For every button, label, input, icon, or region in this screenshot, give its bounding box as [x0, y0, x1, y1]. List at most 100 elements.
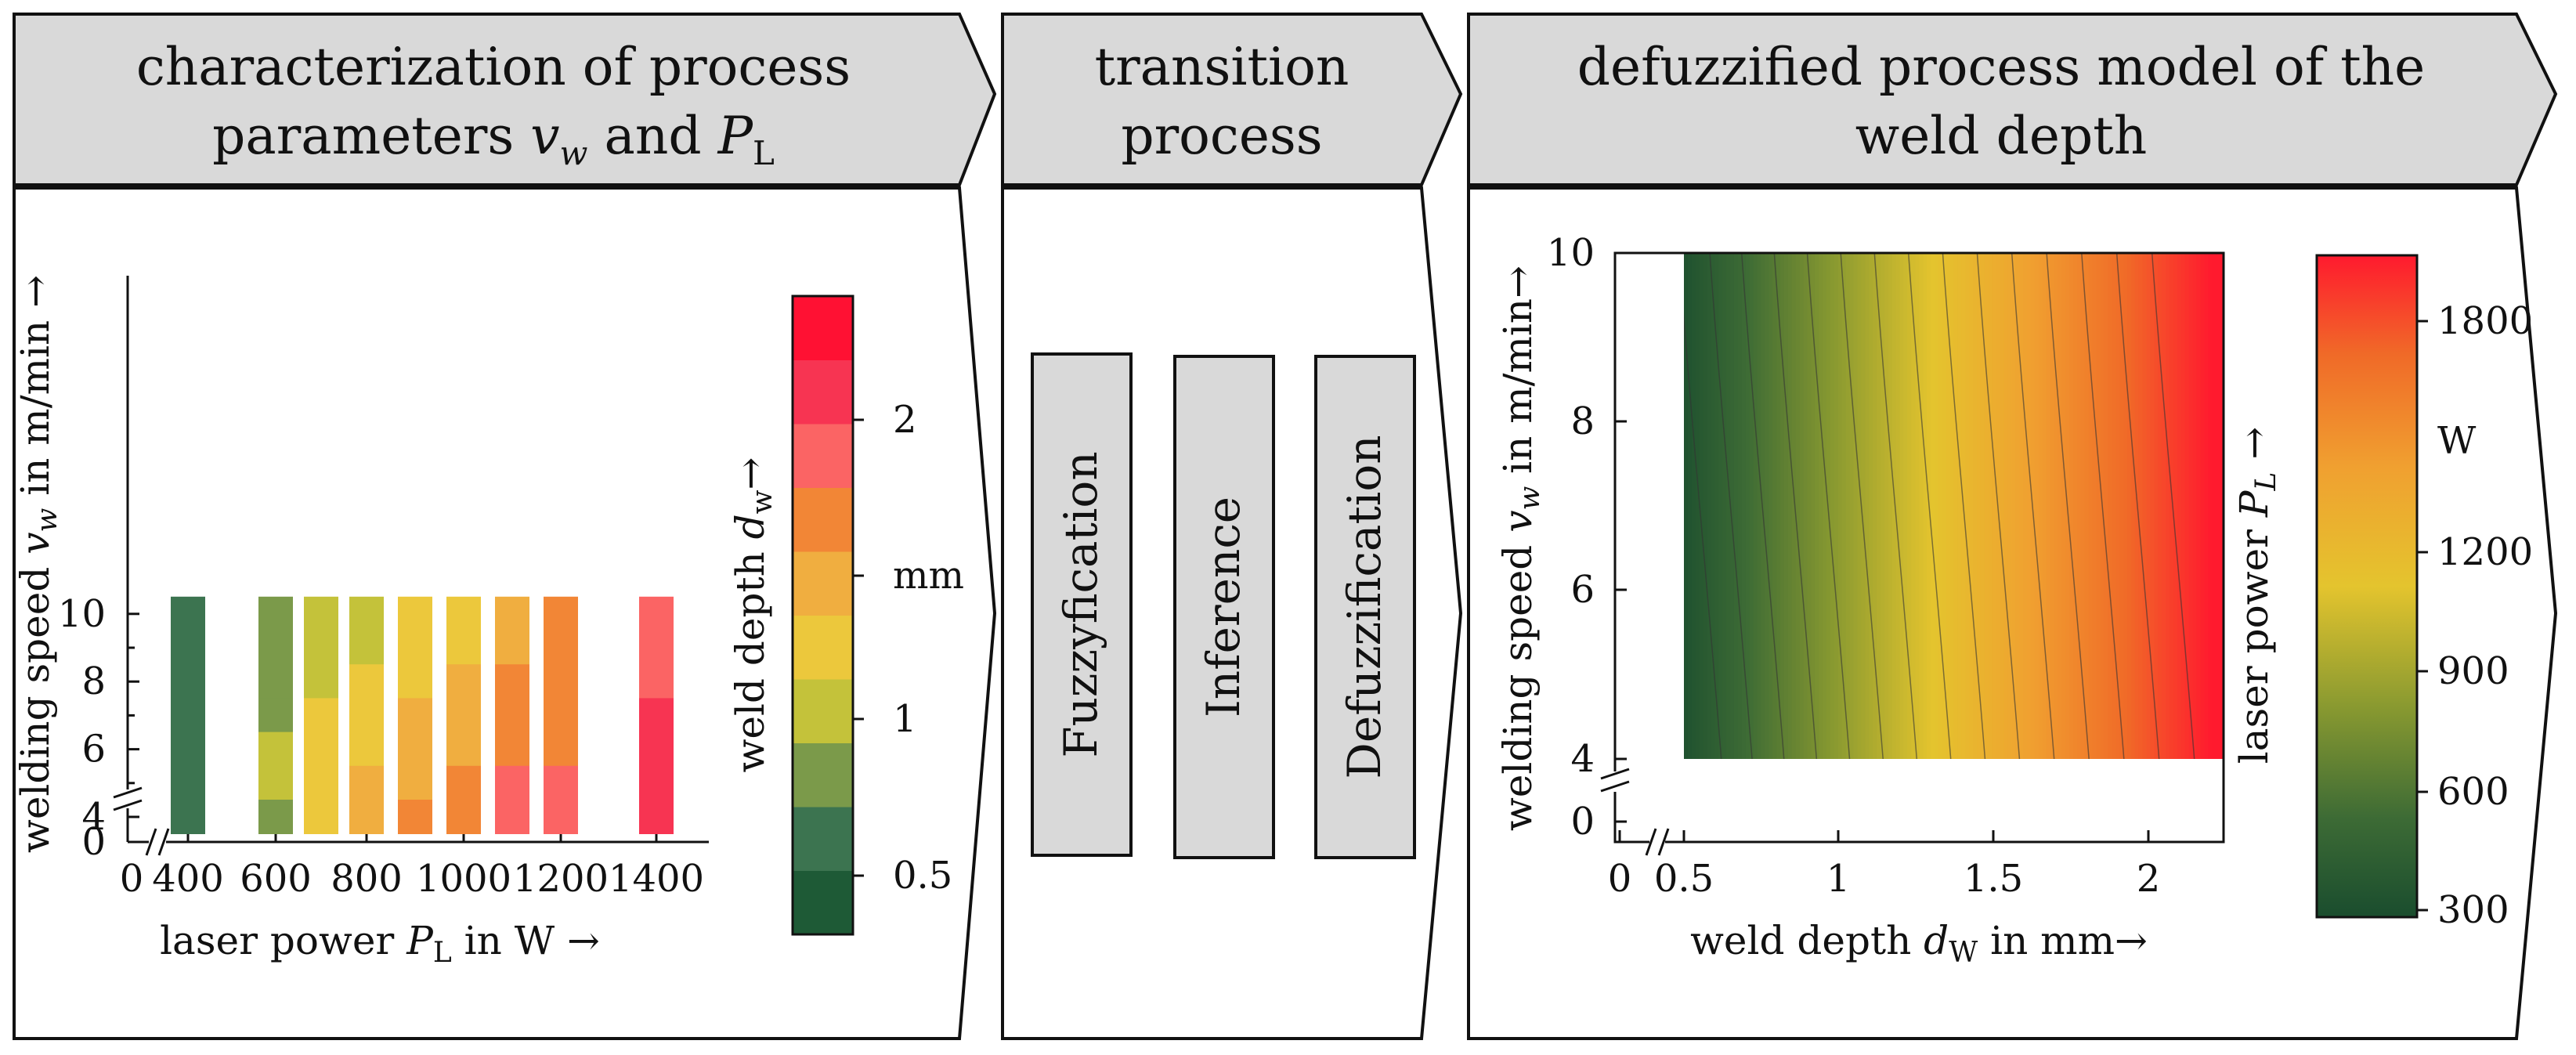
heatmap-band [2076, 253, 2082, 759]
heatmap-band [1915, 253, 1920, 759]
scatter-x-tick-label: 400 [152, 857, 224, 901]
heatmap-band [2019, 253, 2025, 759]
scatter-point [304, 664, 338, 699]
scatter-x-ticks: 0 400 600 800 1000 1200 1400 [120, 830, 704, 901]
heatmap-band [1811, 253, 1816, 759]
heatmap-band [1996, 253, 2001, 759]
heatmap-band [1899, 253, 1905, 759]
heatmap-band [2212, 253, 2217, 759]
heatmap-band [1695, 253, 1700, 759]
heatmap-band [2073, 253, 2078, 759]
laser-power-colorbar-fill [2315, 254, 2419, 919]
heatmap-band [1791, 253, 1797, 759]
colorbar-swatch [793, 870, 853, 935]
scatter-point [304, 765, 338, 800]
heatmap-band [1895, 253, 1901, 759]
scatter-point [398, 765, 432, 800]
scatter-point [349, 630, 384, 665]
heatmap-plot: 0 4 6 8 10 0 0.5 1 1.5 2 [1547, 231, 2225, 901]
heatmap-band [2142, 253, 2148, 759]
heatmap-band [1803, 253, 1808, 759]
heatmap-band [1807, 253, 1812, 759]
heatmap-band [1837, 253, 1843, 759]
heatmap-band [1741, 253, 1747, 759]
scatter-y-ticks: 04 6 8 10 [58, 592, 139, 864]
scatter-x-tick-label: 1400 [609, 857, 704, 901]
scatter-point [258, 800, 293, 834]
heatmap-x-tick-label: 1 [1826, 857, 1851, 901]
scatter-point [398, 596, 432, 631]
heatmap-contour [1840, 253, 1884, 759]
scatter-point [349, 664, 384, 699]
heatmap-band [1930, 253, 1935, 759]
heatmap-contours [1684, 253, 2195, 759]
defuzzification-label: Defuzzification [1338, 435, 1391, 779]
heatmap-band [2112, 253, 2117, 759]
heatmap-band [2123, 253, 2128, 759]
heatmap-band [2138, 253, 2144, 759]
heatmap-contour [1907, 253, 1952, 759]
heatmap-y-tick-label: 6 [1570, 568, 1595, 612]
fuzzyfication-label: Fuzzyfication [1054, 451, 1107, 757]
heatmap-band [1753, 253, 1758, 759]
heatmap-band [1845, 253, 1851, 759]
heatmap-band [2104, 253, 2109, 759]
scatter-point [495, 596, 529, 631]
heatmap-band [1977, 253, 1982, 759]
scatter-point [258, 698, 293, 733]
heatmap-band [2015, 253, 2021, 759]
heatmap-band [1699, 253, 1704, 759]
heatmap-frame [1613, 251, 2225, 844]
colorbar-tick-label: 1 [893, 697, 917, 741]
heatmap-band [1949, 253, 1955, 759]
heatmap-band [1938, 253, 1943, 759]
heatmap-band [2220, 253, 2224, 759]
scatter-x-tick-label: 1000 [416, 857, 511, 901]
laser-power-colorbar-tick-label: 900 [2437, 649, 2509, 693]
heatmap-band [2170, 253, 2175, 759]
scatter-x-tick-label: 0 [120, 857, 144, 901]
panel-transition: transition process Fuzzyfication Inferen… [1001, 13, 1463, 1040]
colorbar-tick-label: 2 [893, 398, 917, 442]
scatter-point [398, 732, 432, 767]
heatmap-band [1691, 253, 1696, 759]
heatmap-band [1841, 253, 1847, 759]
scatter-point [171, 630, 205, 665]
heatmap-band [1707, 253, 1712, 759]
scatter-point [446, 765, 481, 800]
heatmap-band [2166, 253, 2171, 759]
heatmap-contour [2081, 253, 2125, 759]
heatmap-band [1815, 253, 1820, 759]
heatmap-band [1718, 253, 1724, 759]
heatmap-band [2150, 253, 2155, 759]
colorbar-tick-label: mm [893, 554, 964, 598]
weld-depth-colorbar-ticks: 0.5 1 mm 2 [853, 398, 964, 898]
heatmap-band [2192, 253, 2198, 759]
heatmap-band [1953, 253, 1959, 759]
heatmap-band [2154, 253, 2159, 759]
scatter-point [639, 732, 674, 767]
heatmap-band [1795, 253, 1801, 759]
scatter-y-tick-label: 4 [81, 795, 106, 839]
right-header-line1: defuzzified process model of the [1577, 37, 2425, 97]
scatter-point [349, 596, 384, 631]
heatmap-band [1823, 253, 1828, 759]
heatmap-band [1761, 253, 1766, 759]
right-header-line2: weld depth [1855, 106, 2147, 166]
colorbar-swatch [793, 551, 853, 616]
scatter-point [304, 698, 338, 733]
heatmap-x-tick-label: 0 [1608, 857, 1632, 901]
heatmap-band [2119, 253, 2125, 759]
heatmap-y-tick-label: 4 [1570, 737, 1595, 781]
scatter-point [398, 800, 432, 834]
scatter-point [544, 596, 578, 631]
heatmap-band [1765, 253, 1770, 759]
heatmap-band [1884, 253, 1889, 759]
heatmap-bands [1684, 253, 2224, 759]
heatmap-y-tick-label: 10 [1547, 231, 1595, 275]
scatter-point [446, 698, 481, 733]
fuzzyfication-box: Fuzzyfication [1031, 352, 1133, 857]
colorbar-swatch [793, 296, 853, 360]
heatmap-y-ticks: 0 4 6 8 10 [1547, 231, 1627, 844]
heatmap-band [1684, 253, 1689, 759]
